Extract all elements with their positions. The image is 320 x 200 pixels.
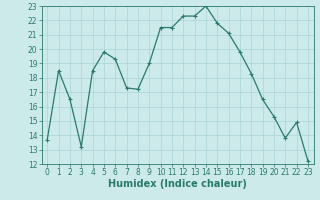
X-axis label: Humidex (Indice chaleur): Humidex (Indice chaleur)	[108, 179, 247, 189]
